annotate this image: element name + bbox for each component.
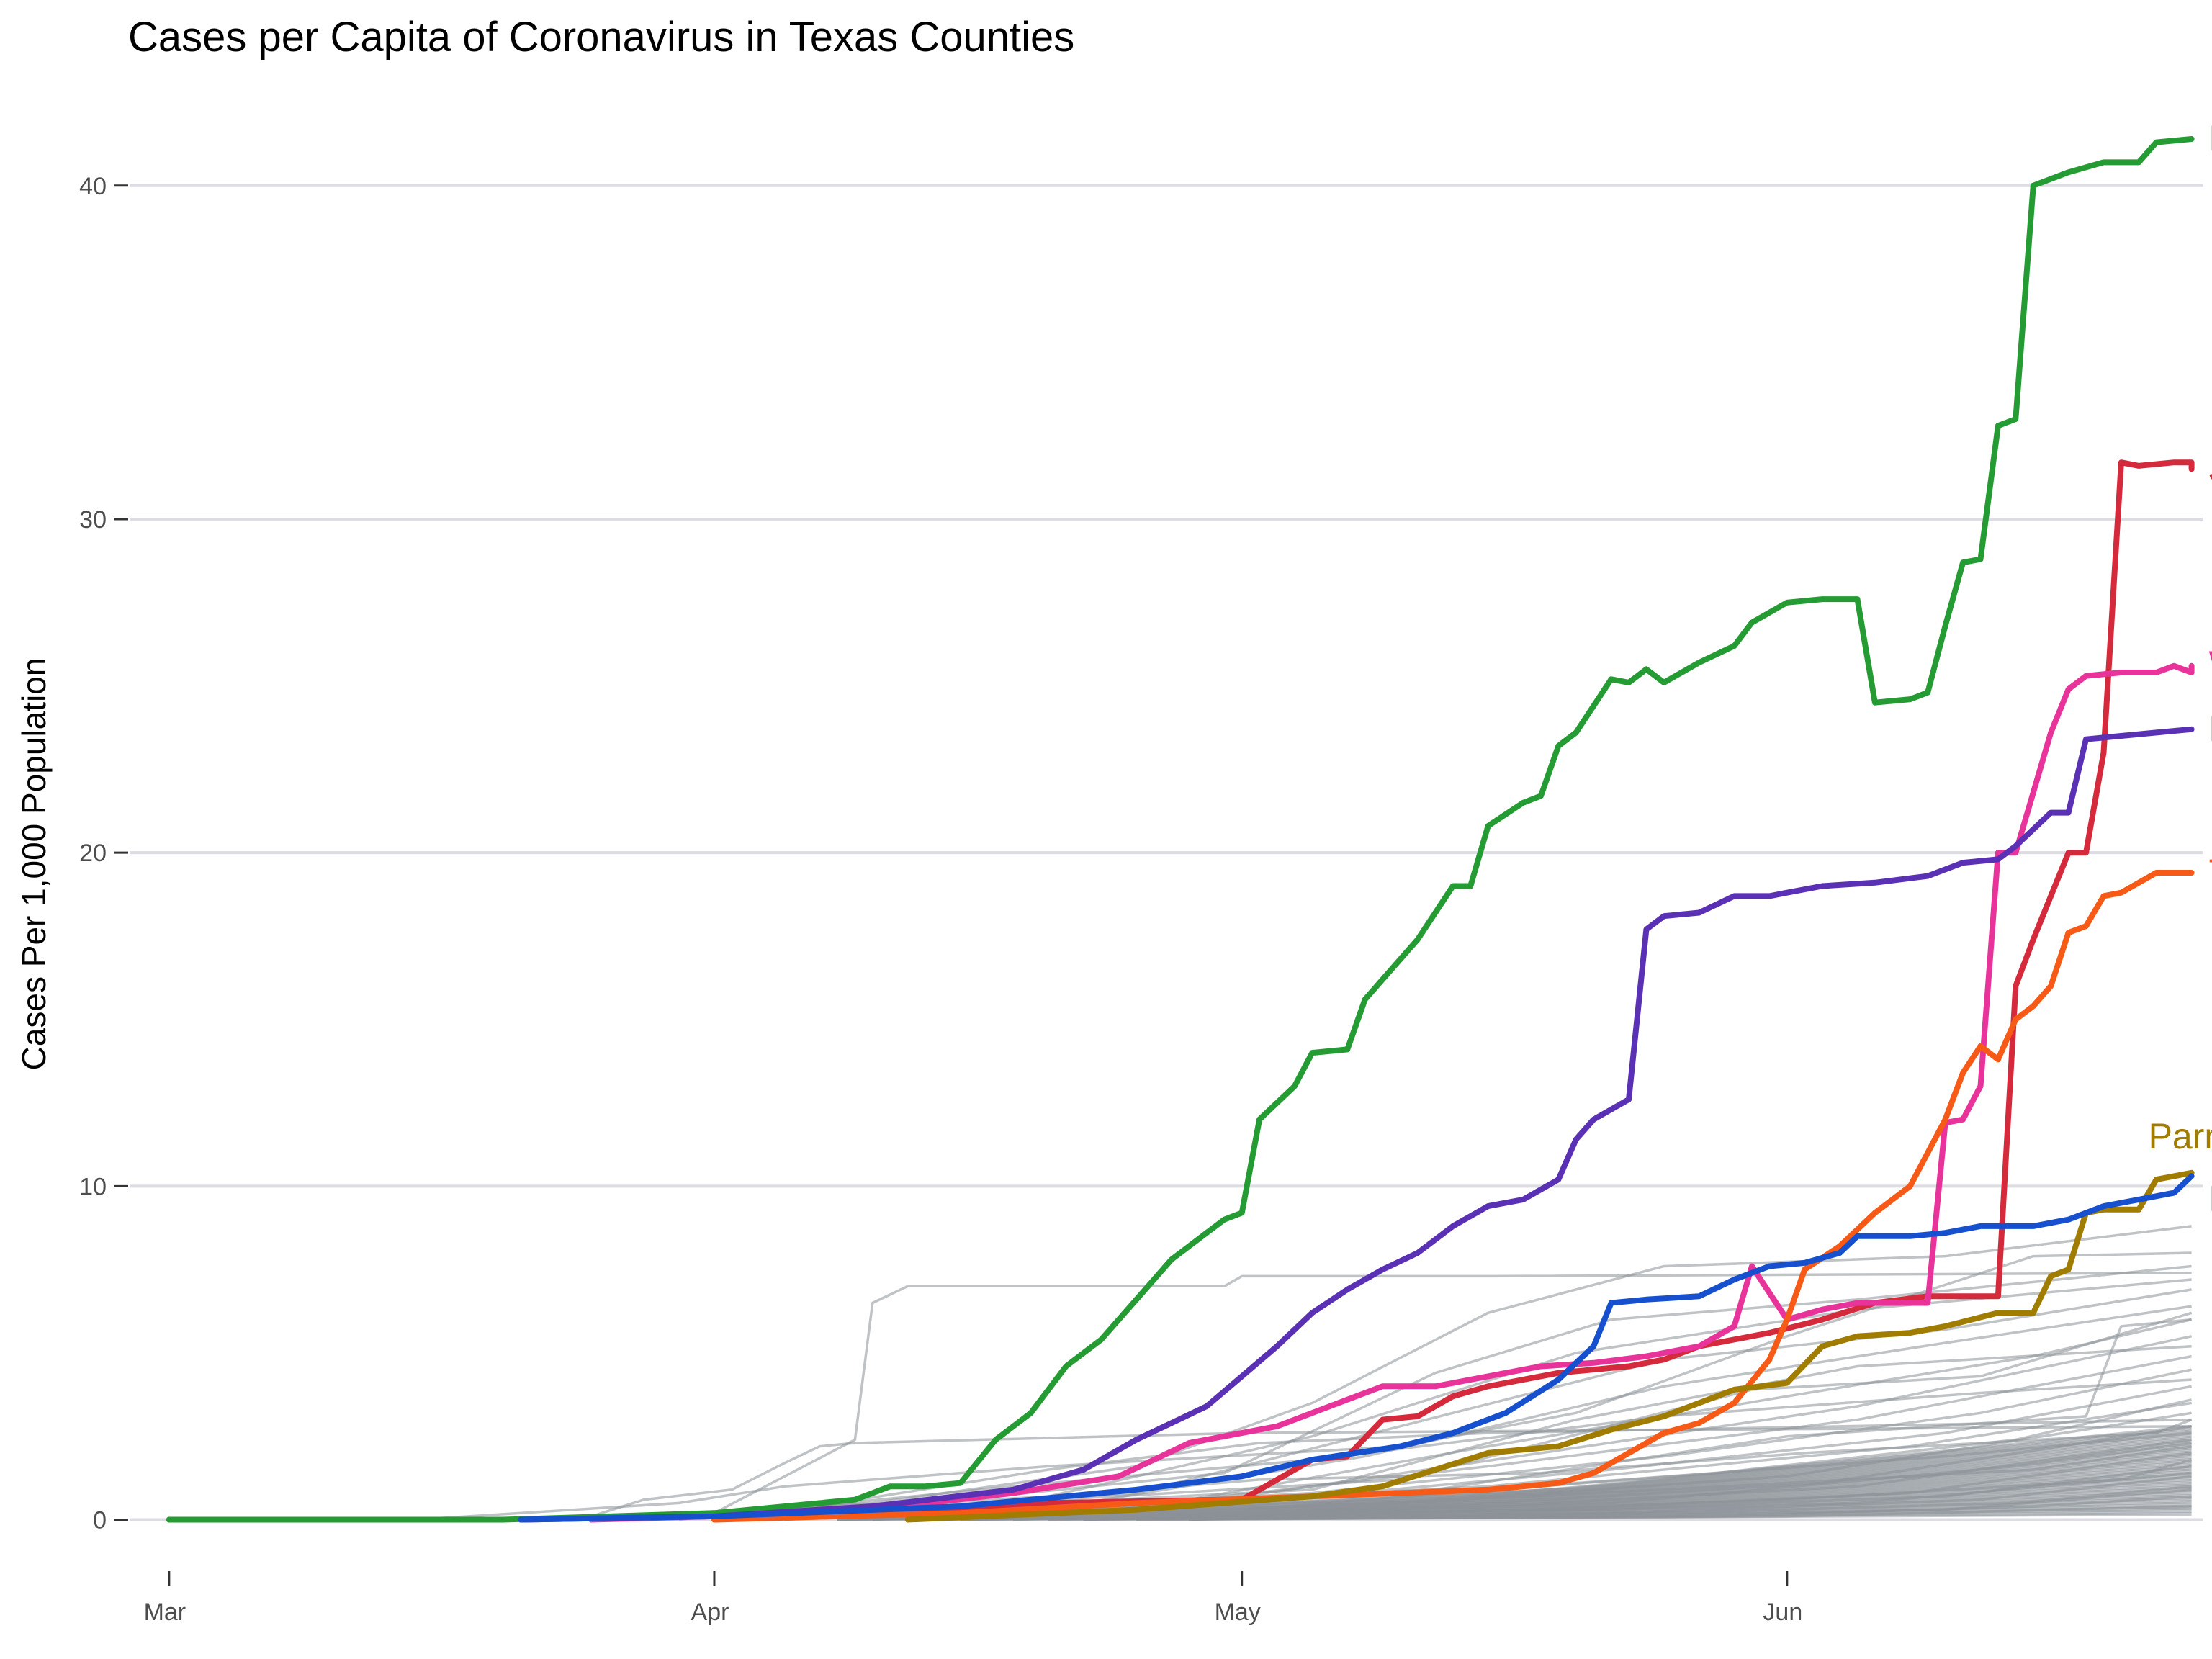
series-line-titus (711, 870, 2195, 1523)
x-axis: Mar Apr May Jun (144, 1571, 1802, 1626)
series-line-jones (711, 459, 2195, 1523)
x-tick-label: May (1215, 1599, 1261, 1626)
series-line-walker (588, 662, 2195, 1523)
series-line-deaf-smith (518, 1173, 2195, 1523)
series-label-parmer: Parmer (2149, 1116, 2212, 1156)
x-tick-label: Jun (1763, 1599, 1802, 1626)
county-line-1 (485, 1425, 2192, 1521)
y-tick-label: 30 (79, 506, 107, 534)
series-line-moore (166, 136, 2195, 1523)
series-label-deaf-smith: Deaf Smith (2209, 1178, 2212, 1218)
series-label-titus: Titus (2209, 852, 2212, 892)
series-label-potter: Potter (2209, 709, 2212, 749)
series-label-walker: Walker (2209, 644, 2212, 684)
y-axis-title: Cases Per 1,000 Population (15, 658, 53, 1071)
y-tick-label: 40 (79, 173, 107, 200)
series-line-parmer (904, 1169, 2195, 1523)
x-tick-label: Apr (691, 1599, 729, 1626)
y-tick-label: 0 (93, 1507, 107, 1534)
chart-title: Cases per Capita of Coronavirus in Texas… (128, 14, 1075, 60)
series-labels: Moore Jones Walker Potter Titus Parmer Deaf Sm… (2149, 118, 2212, 1218)
y-tick-label: 20 (79, 840, 107, 867)
county-line-dense-59 (1189, 1425, 2192, 1521)
background-series-group (415, 1225, 2193, 1521)
x-tick-label: Mar (144, 1599, 186, 1626)
series-line-potter (518, 726, 2195, 1523)
series-label-jones: Jones (2209, 449, 2212, 489)
highlighted-series-group (166, 136, 2195, 1523)
grid-lines (130, 184, 2203, 1521)
series-label-moore: Moore (2209, 118, 2212, 158)
y-axis: 0 10 20 30 40 (79, 173, 128, 1534)
county-line-27 (678, 1378, 2192, 1521)
y-tick-label: 10 (79, 1173, 107, 1200)
